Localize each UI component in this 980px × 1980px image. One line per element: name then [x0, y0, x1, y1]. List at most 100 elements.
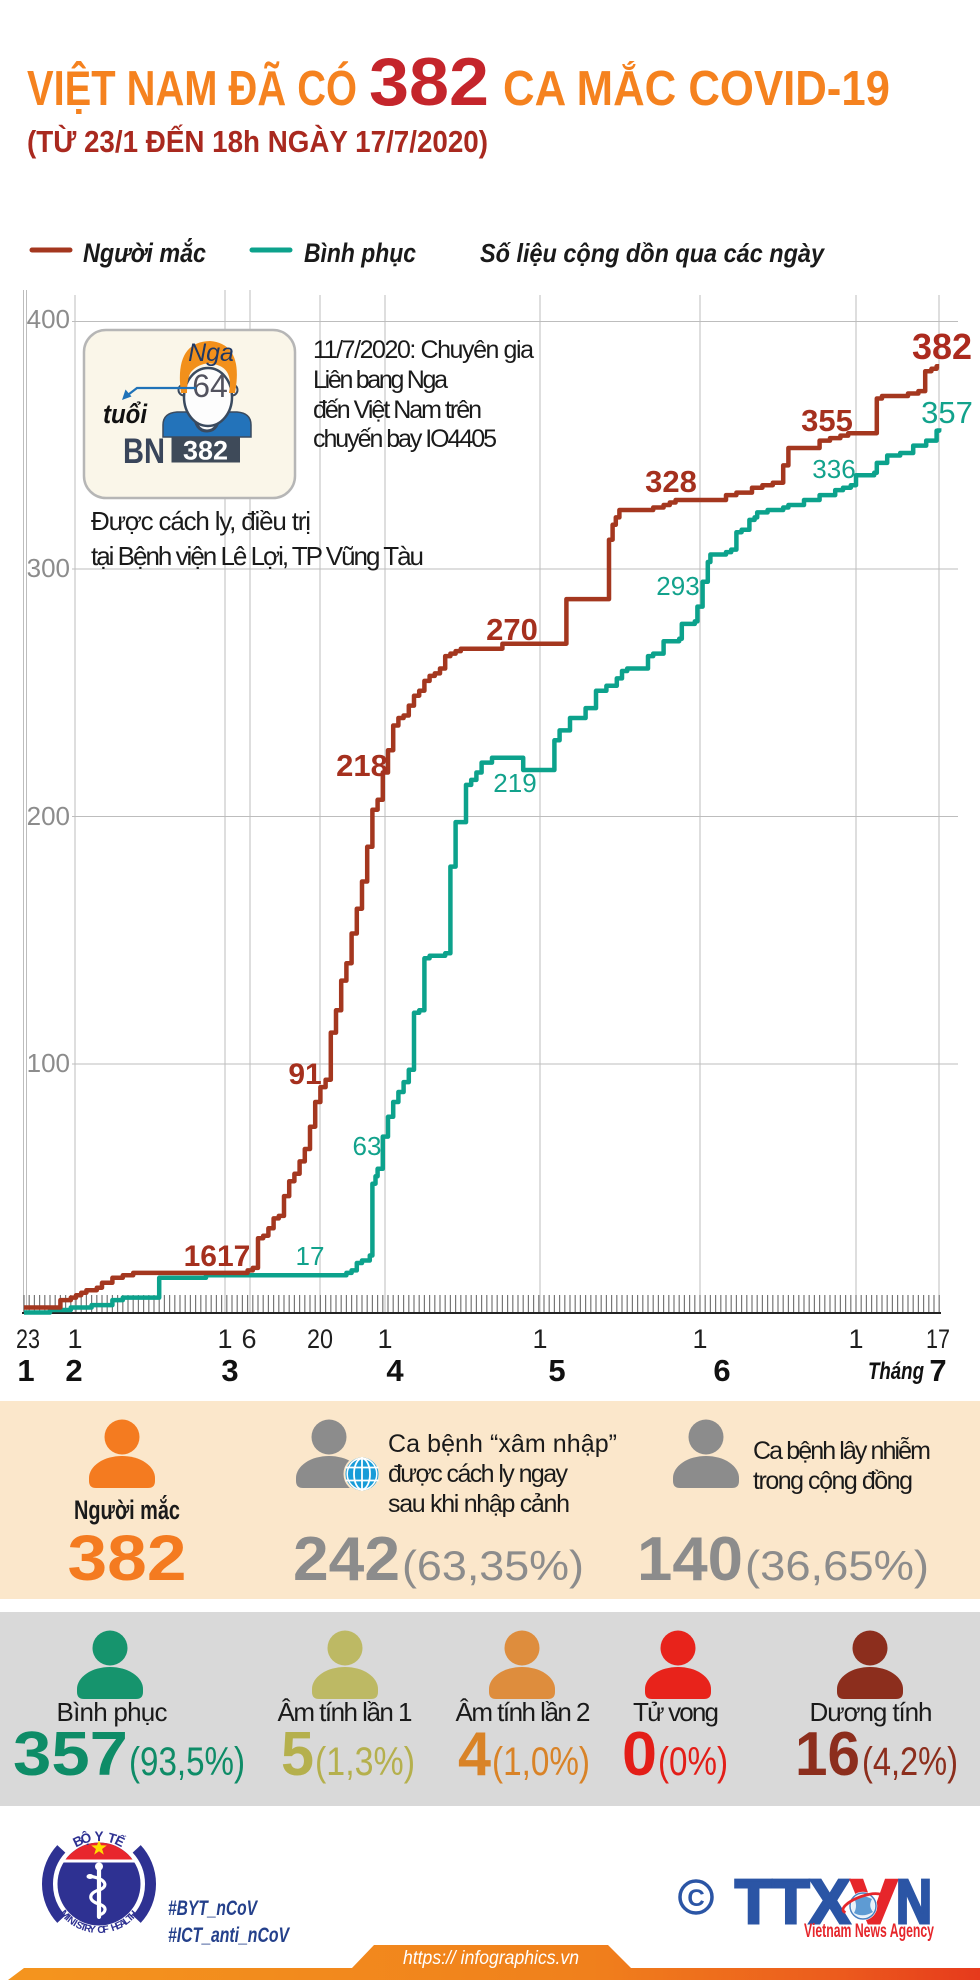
- svg-text:Liên bang Nga: Liên bang Nga: [313, 366, 448, 394]
- svg-text:23: 23: [16, 1324, 40, 1354]
- svg-text:Dương tính: Dương tính: [810, 1697, 933, 1727]
- svg-text:Người mắc: Người mắc: [74, 1494, 180, 1525]
- svg-text:328: 328: [645, 464, 697, 499]
- svg-text:Âm tính lần 1: Âm tính lần 1: [278, 1697, 413, 1727]
- svg-text:BN: BN: [123, 432, 165, 471]
- svg-text:E: E: [114, 1919, 125, 1932]
- svg-text:16: 16: [795, 1720, 860, 1789]
- svg-text:(1,0%): (1,0%): [492, 1740, 590, 1784]
- svg-text:tuổi: tuổi: [103, 399, 147, 429]
- svg-text:357: 357: [13, 1720, 128, 1789]
- svg-text:(TỪ 23/1 ĐẾN 18h NGÀY 17/7/202: (TỪ 23/1 ĐẾN 18h NGÀY 17/7/2020): [27, 123, 488, 159]
- svg-text:Tử vong: Tử vong: [633, 1697, 719, 1727]
- svg-text:CA MẮC COVID-19: CA MẮC COVID-19: [503, 61, 890, 116]
- svg-text:R: R: [83, 1923, 93, 1936]
- svg-text:17: 17: [926, 1324, 950, 1354]
- svg-text:1: 1: [17, 1353, 34, 1388]
- svg-text:100: 100: [27, 1048, 70, 1078]
- svg-text:Tháng: Tháng: [868, 1358, 924, 1385]
- svg-text:355: 355: [801, 403, 853, 438]
- svg-text:336: 336: [812, 454, 855, 484]
- svg-text:Nga: Nga: [188, 339, 234, 367]
- svg-text:sau khi nhập cảnh: sau khi nhập cảnh: [388, 1490, 570, 1518]
- svg-text:91: 91: [288, 1058, 321, 1091]
- svg-text:(1,3%): (1,3%): [315, 1740, 415, 1784]
- svg-text:200: 200: [27, 801, 70, 831]
- svg-text:6: 6: [241, 1324, 256, 1354]
- svg-text:Ca bệnh lây nhiễm: Ca bệnh lây nhiễm: [753, 1436, 931, 1465]
- svg-text:Vietnam News Agency: Vietnam News Agency: [804, 1921, 934, 1942]
- svg-text:O: O: [97, 1925, 106, 1936]
- svg-text:Bình phục: Bình phục: [304, 238, 416, 268]
- svg-text:382: 382: [183, 436, 228, 466]
- svg-text:382: 382: [68, 1522, 187, 1594]
- svg-text:đến Việt Nam trên: đến Việt Nam trên: [313, 396, 482, 424]
- svg-text:chuyến bay IO4405: chuyến bay IO4405: [313, 425, 497, 453]
- svg-text:5: 5: [548, 1353, 565, 1388]
- svg-text:VIỆT NAM ĐÃ CÓ: VIỆT NAM ĐÃ CÓ: [27, 61, 357, 116]
- svg-text:(36,65%): (36,65%): [745, 1542, 929, 1589]
- svg-text:11/7/2020: Chuyên gia: 11/7/2020: Chuyên gia: [313, 336, 534, 364]
- svg-text:5: 5: [281, 1720, 314, 1789]
- svg-text:L: L: [121, 1915, 132, 1927]
- svg-text:N: N: [896, 1868, 932, 1937]
- svg-text:được cách ly ngay: được cách ly ngay: [388, 1460, 569, 1488]
- svg-text:(0%): (0%): [658, 1740, 728, 1784]
- svg-text:https:// infographics.vn: https:// infographics.vn: [403, 1948, 579, 1969]
- svg-text:S: S: [74, 1920, 85, 1933]
- svg-text:4: 4: [386, 1353, 404, 1388]
- svg-text:Y: Y: [88, 1924, 97, 1936]
- svg-text:300: 300: [27, 553, 70, 583]
- svg-text:293: 293: [656, 571, 699, 601]
- svg-text:7: 7: [929, 1353, 946, 1388]
- svg-text:140: 140: [637, 1525, 743, 1594]
- svg-text:(63,35%): (63,35%): [402, 1542, 584, 1589]
- svg-text:TTX: TTX: [735, 1868, 850, 1937]
- svg-text:270: 270: [486, 612, 538, 647]
- svg-text:1: 1: [217, 1324, 232, 1354]
- svg-text:Được cách ly, điều trị: Được cách ly, điều trị: [91, 506, 311, 536]
- svg-text:Người mắc: Người mắc: [83, 237, 206, 268]
- svg-text:I: I: [71, 1918, 79, 1929]
- svg-text:C: C: [687, 1885, 704, 1912]
- svg-text:#ICT_anti_nCoV: #ICT_anti_nCoV: [168, 1924, 290, 1947]
- svg-text:242: 242: [293, 1525, 400, 1594]
- svg-text:64: 64: [192, 368, 228, 404]
- svg-text:trong cộng đồng: trong cộng đồng: [753, 1467, 913, 1495]
- svg-text:17: 17: [296, 1241, 325, 1271]
- svg-text:I: I: [63, 1913, 73, 1923]
- svg-text:Âm tính lần 2: Âm tính lần 2: [456, 1697, 591, 1727]
- svg-text:219: 219: [493, 768, 536, 798]
- svg-text:2: 2: [65, 1353, 82, 1388]
- svg-text:0: 0: [622, 1720, 657, 1789]
- svg-text:1617: 1617: [184, 1240, 251, 1273]
- svg-text:Ộ: Ộ: [79, 1830, 93, 1847]
- svg-text:T: T: [79, 1922, 88, 1934]
- svg-text:F: F: [102, 1924, 110, 1936]
- svg-text:tại Bệnh viện Lê Lợi, TP Vũng: tại Bệnh viện Lê Lợi, TP Vũng Tàu: [91, 541, 424, 571]
- svg-text:20: 20: [307, 1324, 333, 1354]
- svg-text:1: 1: [377, 1324, 392, 1354]
- svg-text:Y: Y: [94, 1829, 103, 1844]
- svg-text:382: 382: [912, 326, 972, 367]
- svg-text:(93,5%): (93,5%): [129, 1740, 245, 1784]
- svg-text:382: 382: [369, 44, 489, 120]
- svg-text:357: 357: [921, 395, 973, 430]
- svg-text:V: V: [851, 1868, 897, 1937]
- svg-text:1: 1: [848, 1324, 863, 1354]
- svg-text:1: 1: [692, 1324, 707, 1354]
- svg-text:4: 4: [458, 1720, 491, 1789]
- svg-text:218: 218: [336, 748, 388, 783]
- svg-text:6: 6: [713, 1353, 730, 1388]
- svg-text:#BYT_nCoV: #BYT_nCoV: [168, 1897, 258, 1920]
- svg-text:Ca bệnh “xâm nhập”: Ca bệnh “xâm nhập”: [388, 1430, 617, 1458]
- svg-text:Bình phục: Bình phục: [57, 1697, 168, 1727]
- svg-text:T: T: [124, 1912, 136, 1924]
- svg-text:400: 400: [27, 304, 70, 334]
- svg-text:63: 63: [353, 1131, 382, 1161]
- svg-text:1: 1: [532, 1324, 547, 1354]
- svg-text:3: 3: [221, 1353, 238, 1388]
- svg-text:(4,2%): (4,2%): [862, 1740, 958, 1784]
- svg-text:H: H: [109, 1921, 120, 1934]
- svg-text:Số liệu cộng dồn qua các ngày: Số liệu cộng dồn qua các ngày: [480, 238, 825, 268]
